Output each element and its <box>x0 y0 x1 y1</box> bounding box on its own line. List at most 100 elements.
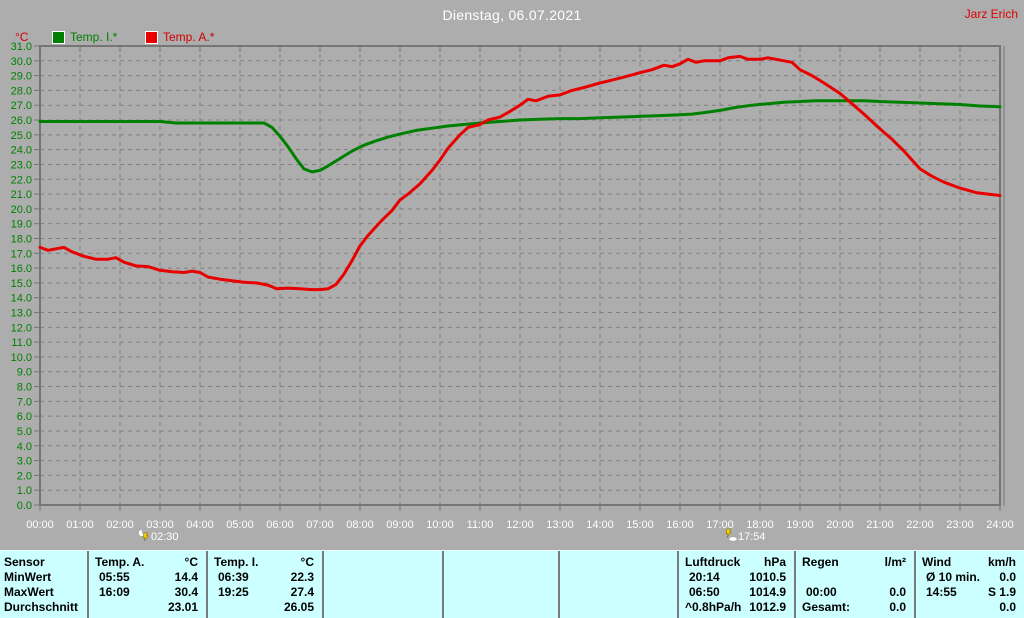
y-axis-tick-label: 22.0 <box>11 174 32 186</box>
moon-icon <box>728 536 738 542</box>
y-axis-tick-label: 25.0 <box>11 130 32 142</box>
table-cell: Gesamt: 0.0 <box>802 600 906 614</box>
table-spacer-column <box>442 551 558 618</box>
x-axis-tick-label: 06:00 <box>266 519 294 531</box>
x-axis-tick-label: 08:00 <box>346 519 374 531</box>
y-axis-tick-label: 11.0 <box>11 337 32 349</box>
x-axis-tick-label: 16:00 <box>666 519 694 531</box>
y-axis-tick-label: 6.0 <box>17 411 32 423</box>
x-axis-tick-label: 02:00 <box>106 519 134 531</box>
x-axis-tick-label: 20:00 <box>826 519 854 531</box>
table-column-temp-i: Temp. I. °C 06:39 22.3 19:25 27.4 26.05 <box>206 551 322 618</box>
table-cell: 23.01 <box>167 600 198 614</box>
x-axis-tick-label: 18:00 <box>746 519 774 531</box>
y-axis-tick-label: 3.0 <box>17 456 32 468</box>
y-axis-tick-label: 12.0 <box>11 322 32 334</box>
x-axis-tick-label: 14:00 <box>586 519 614 531</box>
lightning-icon <box>142 532 150 542</box>
table-row-header: Durchschnitt <box>4 600 79 614</box>
temp-a-line <box>38 54 1002 292</box>
y-axis-tick-label: 18.0 <box>11 233 32 245</box>
table-column-regen: Regen l/m² 00:00 0.0 Gesamt: 0.0 <box>794 551 914 618</box>
y-axis-tick-label: 10.0 <box>11 352 32 364</box>
table-cell: ^0.8hPa/h 1012.9 <box>685 600 786 614</box>
x-axis-tick-label: 17:00 <box>706 519 734 531</box>
x-axis-tick-label: 13:00 <box>546 519 574 531</box>
y-axis-tick-label: 30.0 <box>11 56 32 68</box>
y-axis-tick-label: 4.0 <box>17 441 32 453</box>
table-cell: 19:25 27.4 <box>218 585 314 599</box>
y-axis-tick-label: 9.0 <box>17 367 32 379</box>
table-cell: Ø 10 min. 0.0 <box>926 570 1016 584</box>
x-axis-tick-label: 10:00 <box>426 519 454 531</box>
table-cell: 26.05 <box>283 600 314 614</box>
table-cell: 14:55 S 1.9 <box>926 585 1016 599</box>
x-axis-tick-label: 11:00 <box>467 519 494 531</box>
y-axis-tick-label: 0.0 <box>17 500 32 512</box>
x-axis-tick-label: 15:00 <box>626 519 654 531</box>
x-axis-tick-label: 22:00 <box>906 519 934 531</box>
y-axis-tick-label: 5.0 <box>17 426 32 438</box>
table-cell: 00:00 0.0 <box>806 585 906 599</box>
y-axis-tick-label: 1.0 <box>17 485 32 497</box>
legend-label-temp-a: Temp. A.* <box>163 30 215 44</box>
legend-label-temp-i: Temp. I.* <box>70 30 118 44</box>
table-row-header-column: Sensor MinWert MaxWert Durchschnitt <box>0 551 87 618</box>
x-axis-tick-label: 04:00 <box>186 519 214 531</box>
table-cell: 20:14 1010.5 <box>689 570 786 584</box>
y-axis-tick-label: 7.0 <box>17 396 32 408</box>
x-axis-tick-label: 07:00 <box>306 519 334 531</box>
table-spacer-column <box>558 551 677 618</box>
x-axis-tick-label: 23:00 <box>946 519 974 531</box>
temp-i-line <box>38 99 1002 174</box>
y-axis-tick-label: 19.0 <box>11 219 32 231</box>
table-row-header: MinWert <box>4 570 52 584</box>
y-axis-tick-label: 20.0 <box>11 204 32 216</box>
y-axis-tick-label: 2.0 <box>17 470 32 482</box>
table-cell: 05:55 14.4 <box>99 570 198 584</box>
table-cell: Regen l/m² <box>802 555 906 569</box>
table-column-temp-a: Temp. A. °C 05:55 14.4 16:09 30.4 23.01 <box>87 551 206 618</box>
y-axis-tick-label: 13.0 <box>11 308 32 320</box>
y-axis-tick-label: 24.0 <box>11 145 32 157</box>
y-axis-tick-label: 28.0 <box>11 85 32 97</box>
legend-item-temp-a: Temp. A.* <box>145 30 214 44</box>
table-cell: 16:09 30.4 <box>99 585 198 599</box>
y-axis-tick-label: 14.0 <box>11 293 32 305</box>
y-axis-tick-label: 31.0 <box>11 41 32 53</box>
table-cell <box>796 570 914 585</box>
event-marker-label: 02:30 <box>151 531 179 543</box>
table-cell: 06:39 22.3 <box>218 570 314 584</box>
event-marker-label: 17:54 <box>738 531 766 543</box>
y-axis-tick-label: 8.0 <box>17 382 32 394</box>
table-cell: 0.0 <box>999 600 1016 614</box>
legend-item-temp-i: Temp. I.* <box>52 30 117 44</box>
summary-table: Sensor MinWert MaxWert Durchschnitt Temp… <box>0 550 1024 618</box>
table-row-header: Sensor <box>4 555 45 569</box>
x-axis-tick-label: 09:00 <box>386 519 414 531</box>
y-axis-tick-label: 29.0 <box>11 71 32 83</box>
x-axis-tick-label: 00:00 <box>26 519 54 531</box>
y-axis-unit-label: °C <box>15 30 29 44</box>
table-cell: Temp. I. °C <box>214 555 314 569</box>
x-axis-tick-label: 12:00 <box>506 519 534 531</box>
y-axis-tick-label: 15.0 <box>11 278 32 290</box>
temp-i-swatch-icon <box>52 30 65 44</box>
chart-legend: °C Temp. I.* Temp. A.* <box>0 30 1024 46</box>
table-cell: Luftdruck hPa <box>685 555 786 569</box>
table-cell: Wind km/h <box>922 555 1016 569</box>
y-axis-tick-label: 16.0 <box>11 263 32 275</box>
table-row-header: MaxWert <box>4 585 54 599</box>
y-axis-tick-label: 27.0 <box>11 100 32 112</box>
x-axis-tick-label: 03:00 <box>146 519 174 531</box>
user-name: Jarz Erich <box>964 7 1018 21</box>
y-axis-tick-label: 17.0 <box>11 248 32 260</box>
x-axis-tick-label: 24:00 <box>986 519 1014 531</box>
table-cell: Temp. A. °C <box>95 555 198 569</box>
x-axis-tick-label: 01:00 <box>66 519 94 531</box>
lightning-icon <box>725 528 733 538</box>
temperature-chart: 0.0 1.0 2.0 3.0 4.0 5.0 6.0 7.0 8.0 9.0 10.0 11.0 12… <box>11 41 1014 543</box>
x-axis-tick-label: 19:00 <box>786 519 814 531</box>
y-axis-tick-label: 26.0 <box>11 115 32 127</box>
y-axis-tick-label: 23.0 <box>11 159 32 171</box>
